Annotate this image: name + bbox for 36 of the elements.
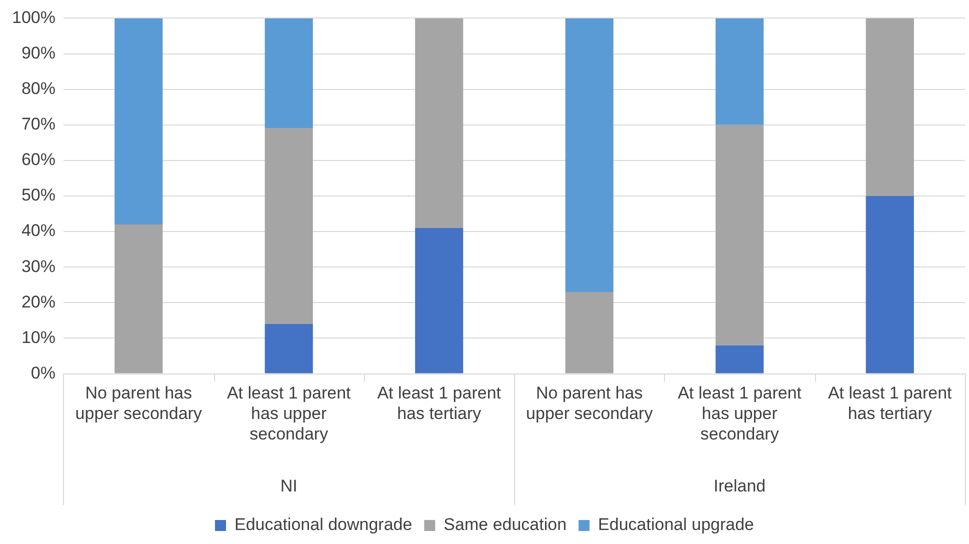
legend-label: Educational downgrade <box>234 515 412 534</box>
y-tick-label: 80% <box>21 79 56 98</box>
legend-label: Same education <box>444 515 567 534</box>
y-tick-label: 100% <box>12 8 56 27</box>
legend-label: Educational upgrade <box>598 515 754 534</box>
y-tick-label: 90% <box>21 43 56 62</box>
y-tick-label: 70% <box>21 114 56 134</box>
bar <box>866 18 914 196</box>
y-tick-label: 40% <box>21 221 56 240</box>
bar <box>114 18 163 224</box>
bar <box>716 124 764 346</box>
bar <box>866 196 914 374</box>
bar <box>415 228 464 374</box>
bar <box>114 224 163 374</box>
bar <box>264 324 313 374</box>
y-tick-label: 30% <box>21 256 56 276</box>
bar <box>565 18 614 292</box>
bar <box>565 292 614 374</box>
bar <box>264 18 313 128</box>
x-tick-label: No parent has upper secondary <box>75 384 202 424</box>
x-tick-label: At least 1 parent has tertiary <box>828 384 952 424</box>
y-tick-label: 0% <box>30 363 56 382</box>
x-tick-label: No parent has upper secondary <box>526 384 654 424</box>
x-tick-label: At least 1 parent has upper secondary <box>678 384 802 444</box>
x-tick-label: At least 1 parent has tertiary <box>377 384 502 424</box>
y-tick-label: 20% <box>21 292 56 312</box>
bar <box>264 128 313 324</box>
y-tick-label: 50% <box>21 186 56 205</box>
text: NI <box>280 476 298 496</box>
text: Ireland <box>714 476 766 496</box>
x-tick-label: At least 1 parent has upper secondary <box>226 384 352 444</box>
bar <box>716 345 764 374</box>
y-tick-label: 10% <box>21 328 56 347</box>
bar <box>716 18 764 125</box>
y-tick-label: 60% <box>21 150 56 170</box>
bar <box>415 18 464 228</box>
